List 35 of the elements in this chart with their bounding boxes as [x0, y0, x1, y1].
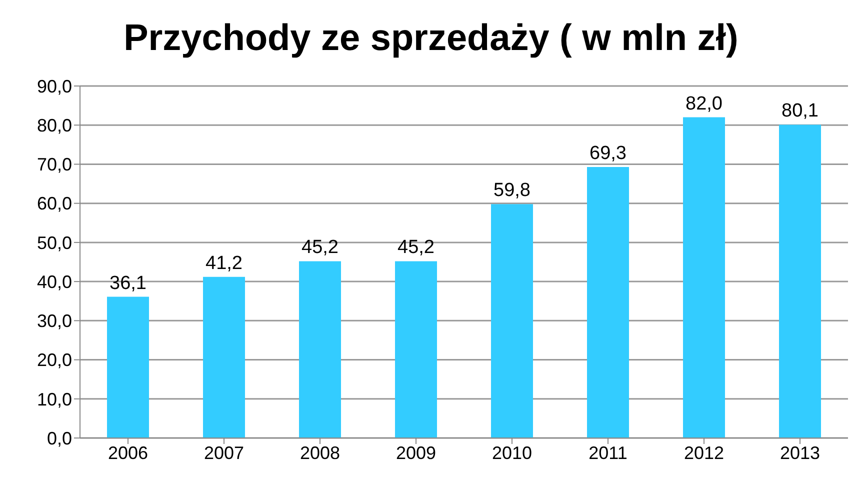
chart-title: Przychody ze sprzedaży ( w mln zł)	[122, 16, 740, 60]
data-label: 69,3	[590, 142, 626, 164]
y-tick-label: 20,0	[36, 350, 72, 370]
bar	[491, 204, 533, 438]
bar	[107, 296, 149, 438]
bar	[203, 276, 245, 438]
y-tick-label: 80,0	[36, 116, 72, 136]
data-label: 45,2	[302, 237, 338, 258]
bar	[587, 166, 629, 438]
x-tick-label: 2011	[588, 442, 628, 463]
data-label: 45,2	[398, 237, 434, 258]
bar	[683, 117, 725, 438]
y-tick-label: 10,0	[36, 389, 72, 410]
y-tick-label: 90,0	[36, 76, 72, 96]
bar	[395, 261, 437, 438]
data-label: 41,2	[206, 252, 242, 274]
x-tick-label: 2010	[492, 442, 532, 463]
bar	[299, 261, 341, 438]
x-tick-label: 2008	[300, 442, 340, 463]
y-tick-label: 50,0	[36, 232, 72, 253]
y-tick-label: 0,0	[46, 428, 72, 448]
data-label: 59,8	[494, 180, 530, 202]
y-tick-label: 40,0	[36, 272, 72, 292]
x-tick-label: 2007	[204, 442, 244, 463]
x-tick-label: 2013	[780, 442, 820, 463]
bar	[779, 124, 821, 438]
y-tick-label: 70,0	[36, 154, 72, 175]
y-tick-label: 60,0	[36, 194, 72, 214]
x-tick-label: 2012	[684, 442, 724, 463]
y-tick-label: 30,0	[36, 311, 72, 332]
x-tick-label: 2009	[396, 442, 436, 463]
data-label: 36,1	[110, 272, 146, 294]
data-label: 80,1	[782, 100, 818, 122]
x-tick-label: 2006	[108, 442, 148, 463]
data-label: 82,0	[686, 93, 722, 114]
